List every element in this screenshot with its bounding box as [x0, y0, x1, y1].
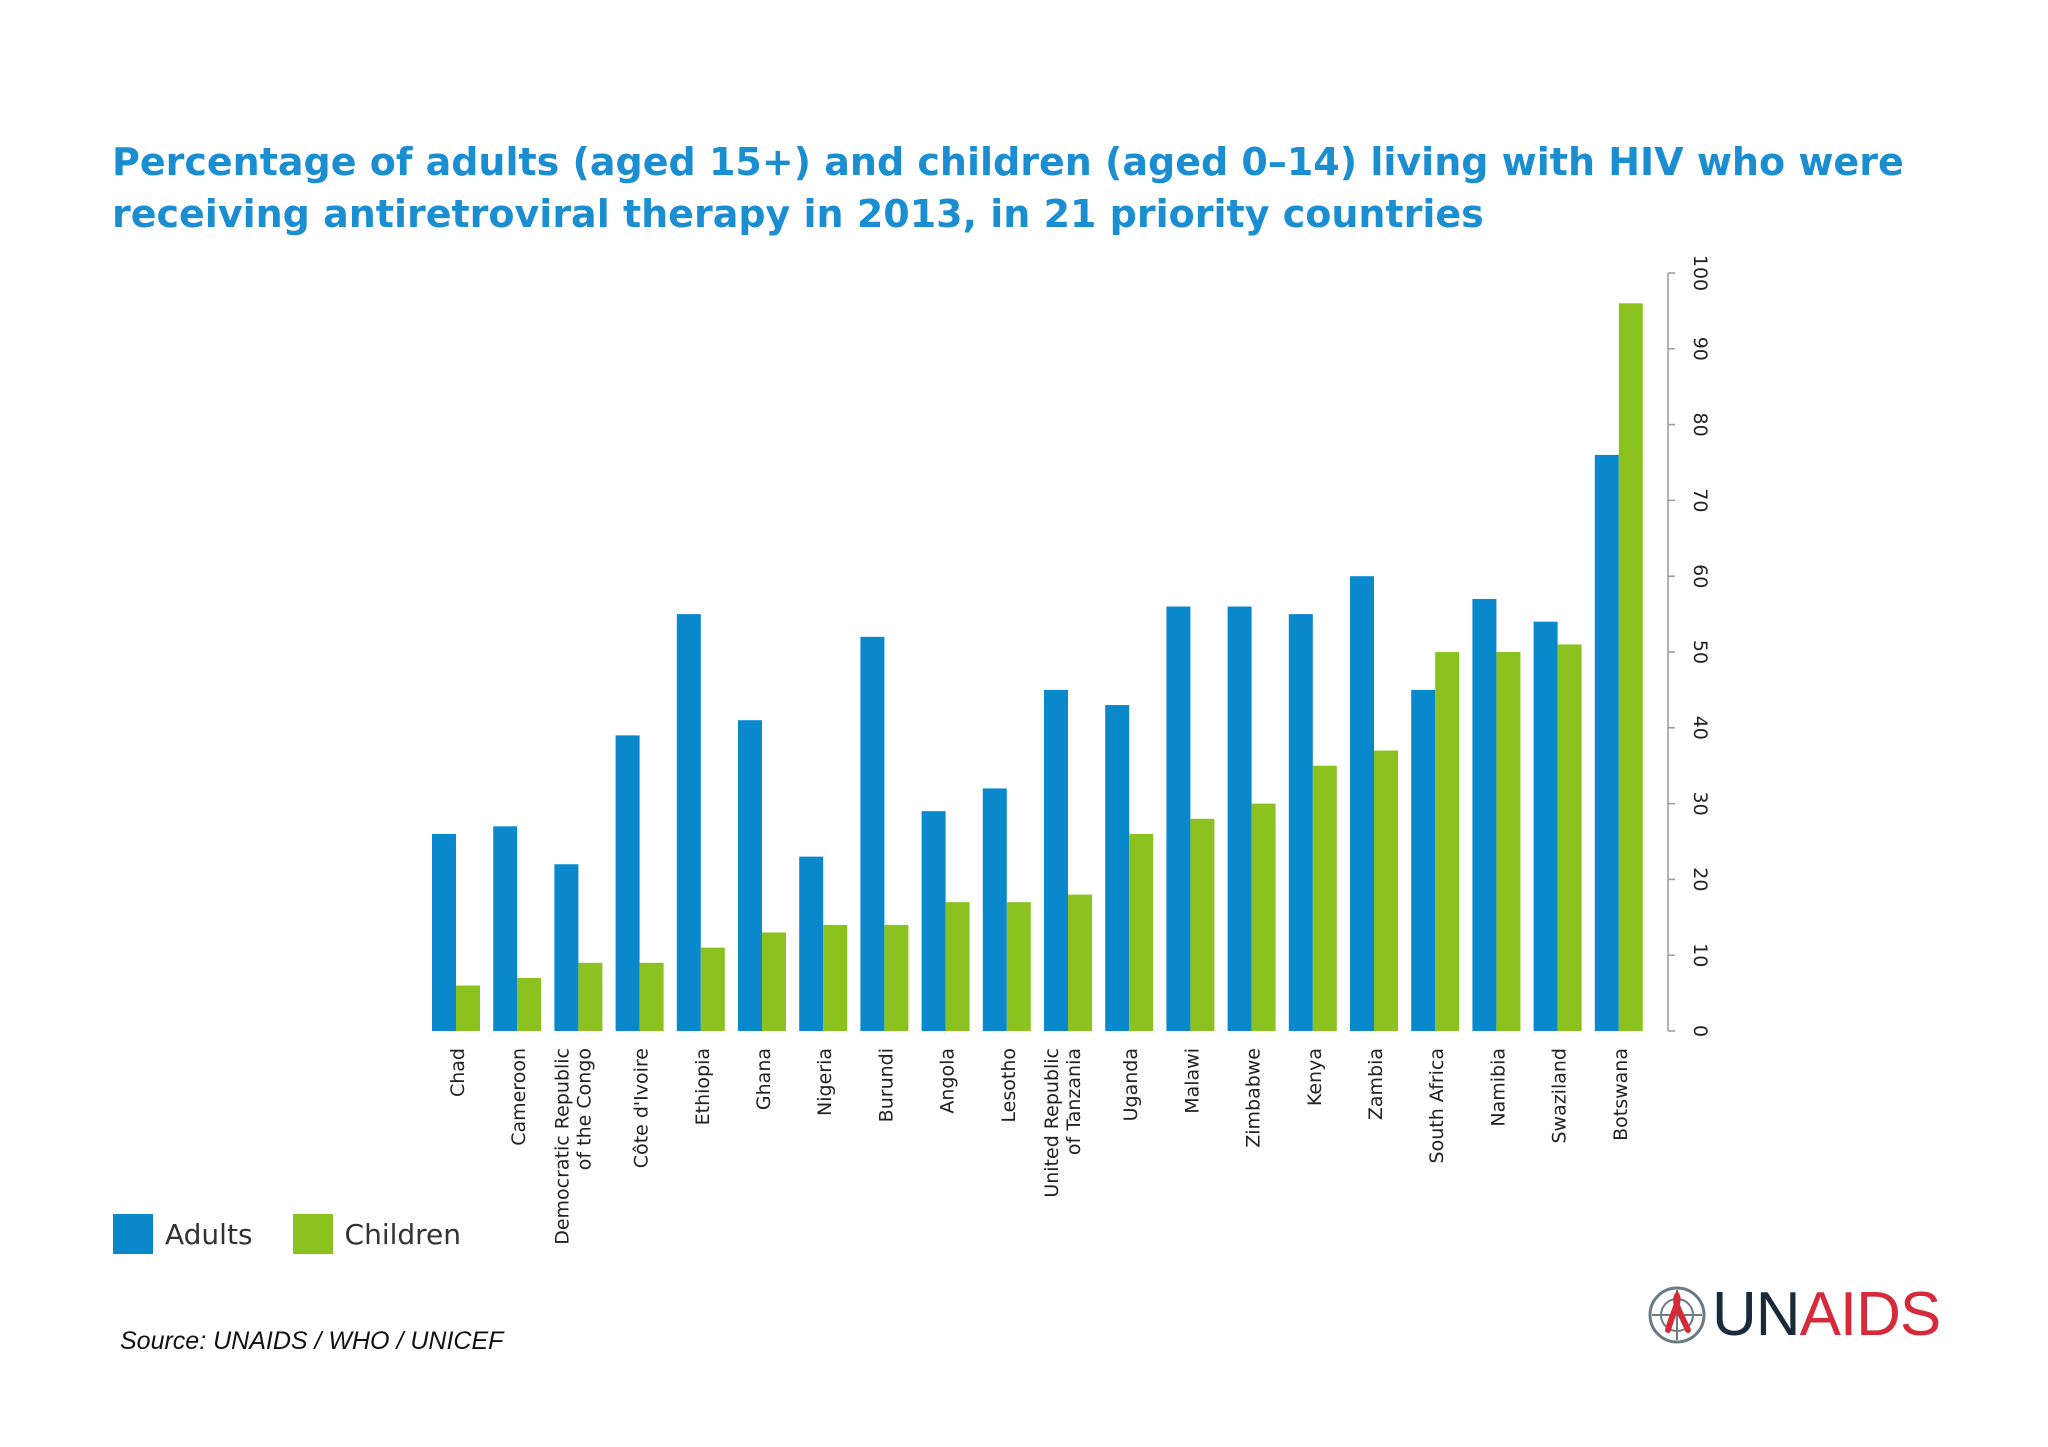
- unaids-logo: UNAIDS: [1646, 1284, 1941, 1346]
- legend-item-adults: Adults: [113, 1214, 253, 1254]
- source-note: Source: UNAIDS / WHO / UNICEF: [120, 1327, 504, 1355]
- bar-children-c-te-d-ivoire: [639, 962, 664, 1031]
- logo-text: UNAIDS: [1712, 1284, 1941, 1346]
- bar-adults-chad: [432, 833, 456, 1031]
- x-label-nigeria: Nigeria: [814, 1048, 836, 1116]
- x-label-malawi: Malawi: [1181, 1048, 1203, 1114]
- bar-children-nigeria: [823, 924, 848, 1031]
- bar-adults-angola: [921, 811, 946, 1031]
- bar-children-zambia: [1374, 750, 1398, 1031]
- bar-adults-lesotho: [982, 788, 1007, 1031]
- bar-adults-kenya: [1288, 614, 1313, 1031]
- legend-swatch-adults: [113, 1214, 153, 1254]
- legend-label-children: Children: [344, 1217, 462, 1251]
- bar-children-malawi: [1190, 818, 1215, 1031]
- bar-adults-malawi: [1166, 606, 1191, 1031]
- bar-adults-namibia: [1472, 598, 1497, 1031]
- x-label-angola: Angola: [937, 1048, 959, 1114]
- bar-children-botswana: [1618, 303, 1643, 1031]
- x-label-united-republic-of-tanzania: United Republicof Tanzania: [1041, 1048, 1085, 1198]
- y-tick-label-100: 100: [1689, 255, 1711, 291]
- x-label-zimbabwe: Zimbabwe: [1243, 1048, 1265, 1148]
- chart-title: Percentage of adults (aged 15+) and chil…: [112, 140, 1904, 236]
- x-label-c-te-d-ivoire: Côte d'Ivoire: [631, 1048, 653, 1168]
- x-label-ghana: Ghana: [753, 1048, 775, 1110]
- bar-children-burundi: [884, 924, 909, 1031]
- bar-children-uganda: [1129, 833, 1154, 1031]
- x-label-south-africa: South Africa: [1426, 1048, 1448, 1163]
- bar-adults-uganda: [1105, 705, 1130, 1031]
- x-label-democratic-republic-of-the-congo: Democratic Republicof the Congo: [551, 1048, 595, 1245]
- bar-adults-botswana: [1594, 454, 1619, 1031]
- logo-text-aids: AIDS: [1799, 1280, 1942, 1349]
- y-tick-label-50: 50: [1689, 640, 1711, 664]
- logo-text-un: UN: [1712, 1280, 1801, 1349]
- x-label-burundi: Burundi: [875, 1048, 897, 1122]
- bar-adults-ethiopia: [676, 614, 701, 1031]
- bar-adults-united-republic-of-tanzania: [1044, 689, 1068, 1031]
- y-tick-label-90: 90: [1689, 337, 1711, 361]
- bar-adults-south-africa: [1411, 689, 1436, 1031]
- bar-adults-burundi: [860, 636, 885, 1031]
- y-tick-label-40: 40: [1689, 716, 1711, 740]
- x-label-uganda: Uganda: [1120, 1048, 1142, 1121]
- y-tick-label-30: 30: [1689, 792, 1711, 816]
- x-label-cameroon: Cameroon: [508, 1048, 530, 1146]
- bar-children-angola: [945, 902, 970, 1031]
- bar-children-lesotho: [1006, 902, 1031, 1031]
- legend-item-children: Children: [292, 1214, 462, 1254]
- bar-adults-c-te-d-ivoire: [615, 735, 640, 1031]
- bar-children-zimbabwe: [1251, 803, 1276, 1031]
- legend-label-adults: Adults: [165, 1217, 253, 1251]
- bar-children-united-republic-of-tanzania: [1068, 894, 1092, 1031]
- bar-children-south-africa: [1435, 652, 1460, 1031]
- x-axis-labels: Chad Cameroon Democratic Republicof the Co…: [447, 1048, 1632, 1245]
- bar-adults-nigeria: [799, 856, 824, 1031]
- legend-swatch-children: [292, 1214, 333, 1254]
- un-emblem-icon: [1648, 1286, 1706, 1344]
- bar-adults-zimbabwe: [1227, 606, 1252, 1031]
- y-tick-label-80: 80: [1689, 413, 1711, 437]
- y-tick-label-10: 10: [1689, 943, 1711, 967]
- y-tick-label-70: 70: [1689, 488, 1711, 512]
- y-axis: 0 10 20 30 40 50 60 70 80 90 100: [1667, 255, 1711, 1037]
- y-tick-label-60: 60: [1689, 564, 1711, 588]
- y-tick-label-20: 20: [1689, 867, 1711, 891]
- bar-children-swaziland: [1557, 644, 1582, 1031]
- y-tick-label-0: 0: [1689, 1025, 1711, 1037]
- bars-group: [432, 303, 1643, 1031]
- bar-adults-swaziland: [1533, 621, 1558, 1031]
- x-label-swaziland: Swaziland: [1549, 1048, 1571, 1144]
- x-label-kenya: Kenya: [1304, 1048, 1326, 1106]
- bar-adults-cameroon: [493, 826, 518, 1031]
- bar-children-kenya: [1312, 765, 1337, 1031]
- bar-children-ethiopia: [700, 947, 725, 1031]
- bar-children-democratic-republic-of-the-congo: [578, 962, 603, 1031]
- x-label-zambia: Zambia: [1365, 1048, 1387, 1120]
- bar-children-cameroon: [517, 977, 542, 1031]
- bar-children-namibia: [1496, 652, 1521, 1031]
- legend: Adults Children: [113, 1214, 501, 1254]
- x-label-ethiopia: Ethiopia: [692, 1048, 714, 1125]
- bar-children-chad: [456, 985, 480, 1031]
- x-label-chad: Chad: [447, 1048, 469, 1097]
- bar-adults-ghana: [738, 720, 762, 1031]
- x-label-botswana: Botswana: [1610, 1048, 1632, 1141]
- bar-adults-democratic-republic-of-the-congo: [554, 864, 579, 1031]
- bar-children-ghana: [762, 932, 786, 1031]
- bar-adults-zambia: [1350, 576, 1374, 1031]
- x-label-lesotho: Lesotho: [998, 1048, 1020, 1123]
- x-label-namibia: Namibia: [1487, 1048, 1509, 1127]
